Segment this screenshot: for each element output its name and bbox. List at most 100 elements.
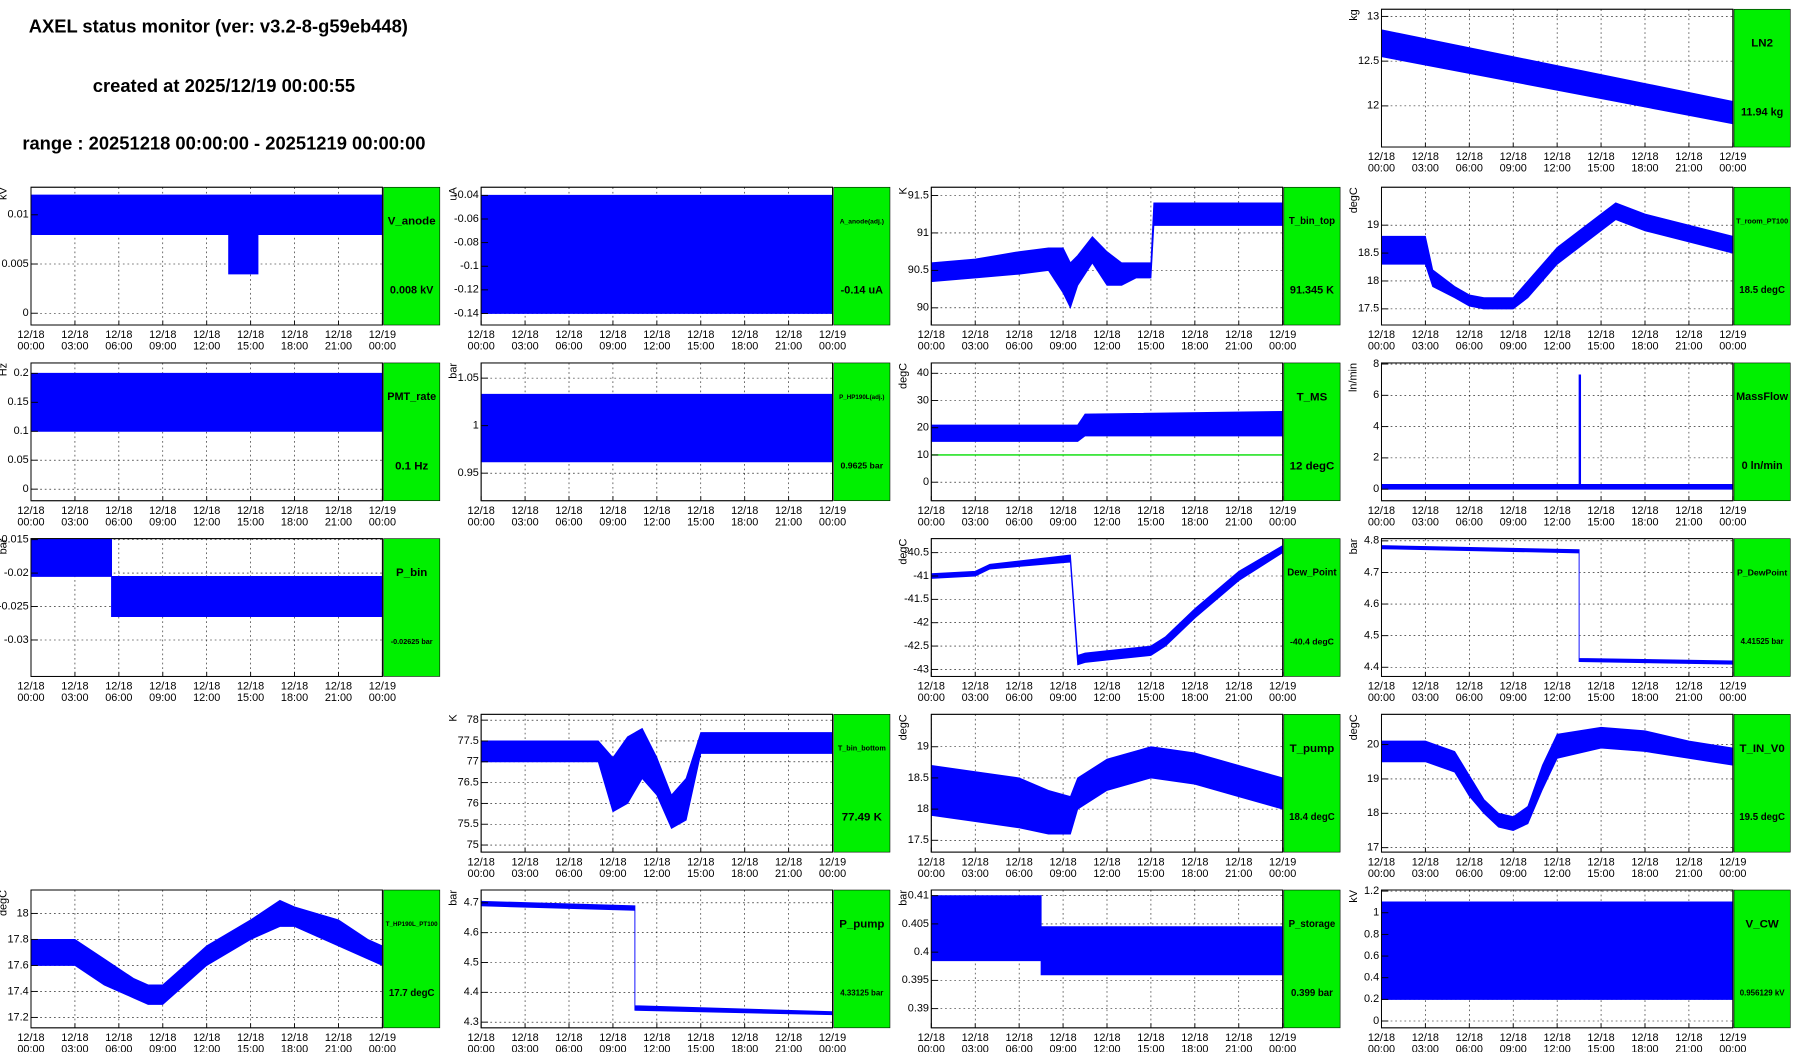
y-tick-label: 75.5 [458,818,479,830]
chart: 12/1800:0012/1803:0012/1806:0012/1809:00… [898,362,1341,528]
x-tick-time: 09:00 [599,1044,626,1052]
x-tick-date: 12/19 [369,505,396,517]
label-panel [383,186,441,326]
chart: 12/1800:0012/1803:0012/1806:0012/1809:00… [898,538,1341,704]
x-tick-date: 12/18 [17,505,44,517]
y-axis-label: degC [898,363,910,389]
x-tick-time: 18:00 [731,1044,758,1052]
x-tick-date: 12/18 [1587,329,1614,341]
x-tick-time: 15:00 [1137,1044,1164,1052]
x-tick-time: 00:00 [1269,868,1296,880]
y-tick-label: 17.5 [908,834,929,846]
x-tick-date: 12/18 [1049,329,1076,341]
frame-border [480,362,834,502]
panel-value: 17.7 degC [389,988,435,999]
panel-value: 0.008 kV [390,284,434,296]
frame-border [930,889,1284,1029]
chart: 12/1800:0012/1803:0012/1806:0012/1809:00… [0,186,441,353]
x-tick-date: 12/18 [61,1032,88,1044]
frame-border [30,362,383,502]
panel-value: -0.02625 bar [391,637,433,646]
x-tick-date: 12/18 [1093,681,1120,693]
x-tick-time: 18:00 [281,692,308,704]
panel-value: 0.399 bar [1291,988,1333,999]
panel-title: LN2 [1751,38,1773,50]
x-tick-time: 00:00 [17,1044,44,1052]
y-tick-label: 17.5 [1358,303,1379,315]
x-tick-date: 12/18 [962,505,989,517]
x-tick-date: 12/18 [1544,151,1571,163]
y-tick-label: 0.2 [1364,993,1379,1005]
x-tick-time: 06:00 [555,868,582,880]
y-tick-label: 30 [917,394,929,406]
x-tick-time: 12:00 [1544,516,1571,528]
y-tick-label: 40 [917,367,929,379]
x-tick-date: 12/18 [1093,505,1120,517]
panel-title: V_anode [388,216,436,228]
x-tick-time: 03:00 [1412,341,1439,353]
label-panel [1283,538,1341,677]
x-tick-time: 18:00 [1181,516,1208,528]
data-band [481,900,833,1016]
frame-border [1380,713,1734,853]
x-tick-date: 12/18 [61,329,88,341]
y-axis-label: Hz [0,363,9,376]
x-tick-time: 03:00 [1412,163,1439,175]
x-tick-date: 12/18 [1631,151,1658,163]
x-tick-time: 12:00 [193,516,220,528]
y-tick-label: 78 [467,714,479,726]
x-tick-date: 12/19 [1719,505,1746,517]
x-tick-date: 12/18 [149,681,176,693]
x-tick-time: 06:00 [105,341,132,353]
x-tick-date: 12/18 [1631,505,1658,517]
x-tick-date: 12/18 [149,505,176,517]
x-tick-date: 12/19 [1719,329,1746,341]
y-tick-label: 75 [467,839,479,851]
x-tick-date: 12/18 [17,329,44,341]
x-tick-date: 12/18 [1544,856,1571,868]
x-tick-time: 21:00 [325,341,352,353]
y-tick-label: 18 [17,907,29,919]
x-tick-date: 12/18 [325,329,352,341]
x-tick-time: 03:00 [962,516,989,528]
panel-title: P_DewPoint [1737,567,1787,577]
panel-value: 18.4 degC [1289,812,1335,823]
x-tick-time: 00:00 [1269,1044,1296,1052]
y-tick-label: -0.04 [454,189,479,201]
x-tick-time: 12:00 [643,868,670,880]
x-tick-time: 00:00 [1368,341,1395,353]
y-axis-label: K [447,714,459,722]
x-tick-time: 06:00 [105,692,132,704]
x-tick-time: 00:00 [1368,516,1395,528]
data-band [481,194,833,314]
y-tick-label: 12.5 [1358,55,1379,67]
frame-border [480,713,834,853]
chart: 12/1800:0012/1803:0012/1806:0012/1809:00… [898,889,1341,1052]
x-tick-date: 12/18 [1006,681,1033,693]
x-tick-date: 12/18 [1500,329,1527,341]
x-tick-time: 15:00 [1587,341,1614,353]
x-tick-date: 12/19 [369,681,396,693]
y-axis-label: bar [0,538,9,554]
panel-title: P_bin [396,567,427,579]
y-tick-label: 19 [1367,773,1379,785]
x-tick-time: 21:00 [775,341,802,353]
chart: 12/1800:0012/1803:0012/1806:0012/1809:00… [447,362,891,528]
x-tick-date: 12/18 [325,505,352,517]
x-tick-date: 12/19 [1719,1032,1746,1044]
x-tick-time: 00:00 [819,341,846,353]
x-tick-time: 18:00 [1631,341,1658,353]
y-tick-label: 77.5 [458,735,479,747]
x-tick-date: 12/18 [1544,329,1571,341]
y-tick-label: 1.2 [1364,885,1379,897]
x-tick-time: 18:00 [1181,1044,1208,1052]
x-tick-date: 12/18 [599,329,626,341]
x-tick-time: 03:00 [962,1044,989,1052]
chart: 12/1800:0012/1803:0012/1806:0012/1809:00… [1348,8,1791,175]
x-tick-date: 12/18 [1456,1032,1483,1044]
label-panel [833,186,891,326]
x-tick-date: 12/18 [1412,505,1439,517]
y-tick-label: -0.03 [4,634,29,646]
x-tick-date: 12/18 [962,1032,989,1044]
data-band [931,746,1283,835]
